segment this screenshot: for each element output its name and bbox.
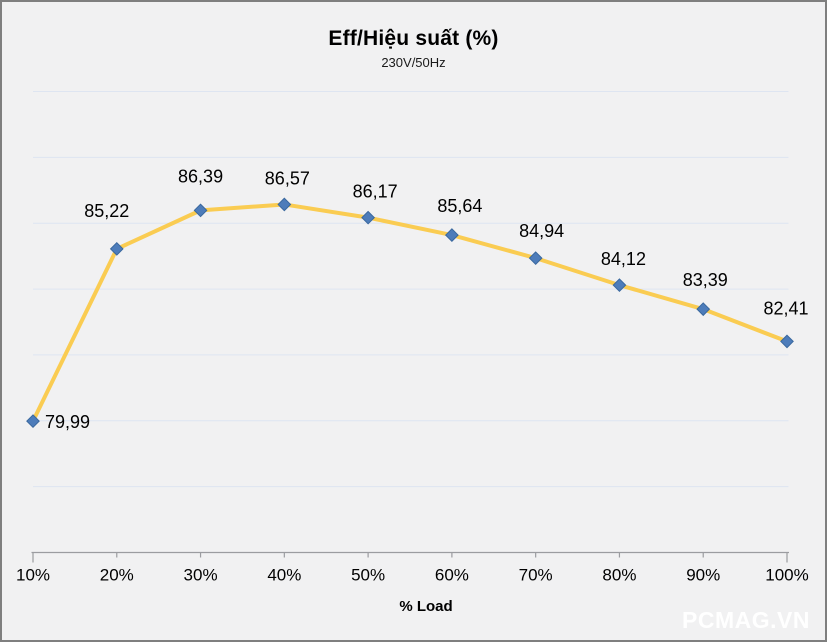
data-point-marker bbox=[361, 210, 376, 225]
data-point-marker bbox=[277, 197, 292, 212]
data-label: 83,39 bbox=[683, 270, 728, 290]
efficiency-series-line bbox=[31, 202, 789, 424]
data-label: 86,57 bbox=[265, 168, 310, 188]
x-axis-label: 10% bbox=[16, 566, 50, 585]
data-label: 85,64 bbox=[437, 196, 482, 216]
data-point-marker bbox=[780, 334, 794, 349]
data-point-marker bbox=[193, 203, 208, 218]
data-point-marker bbox=[696, 302, 711, 317]
x-axis-label: 30% bbox=[184, 566, 218, 585]
data-point-marker bbox=[528, 251, 543, 266]
data-label: 85,22 bbox=[84, 201, 129, 221]
x-axis-label: 20% bbox=[100, 566, 134, 585]
x-axis-label: 40% bbox=[267, 566, 301, 585]
data-label: 84,94 bbox=[519, 221, 564, 241]
data-point-marker bbox=[612, 278, 627, 293]
data-label: 86,39 bbox=[178, 166, 223, 186]
data-point-marker bbox=[109, 241, 124, 256]
data-label: 86,17 bbox=[353, 182, 398, 202]
data-label: 82,41 bbox=[763, 298, 808, 318]
x-axis-label: 60% bbox=[435, 566, 469, 585]
data-label: 79,99 bbox=[45, 412, 90, 432]
data-point-marker bbox=[444, 228, 459, 242]
chart-subtitle: 230V/50Hz bbox=[381, 55, 446, 70]
x-axis-label: 80% bbox=[602, 566, 636, 585]
x-axis-label: 70% bbox=[519, 566, 553, 585]
x-axis-title: % Load bbox=[399, 598, 453, 615]
x-axis-label: 50% bbox=[351, 566, 385, 585]
pcmag-watermark: PCMAG.VN bbox=[682, 607, 810, 633]
data-label: 84,12 bbox=[601, 249, 646, 269]
chart-title: Eff/Hiệu suất (%) bbox=[328, 27, 499, 50]
x-axis-label: 90% bbox=[686, 566, 720, 585]
x-axis-label: 100% bbox=[765, 566, 808, 585]
data-point-marker bbox=[26, 414, 40, 429]
